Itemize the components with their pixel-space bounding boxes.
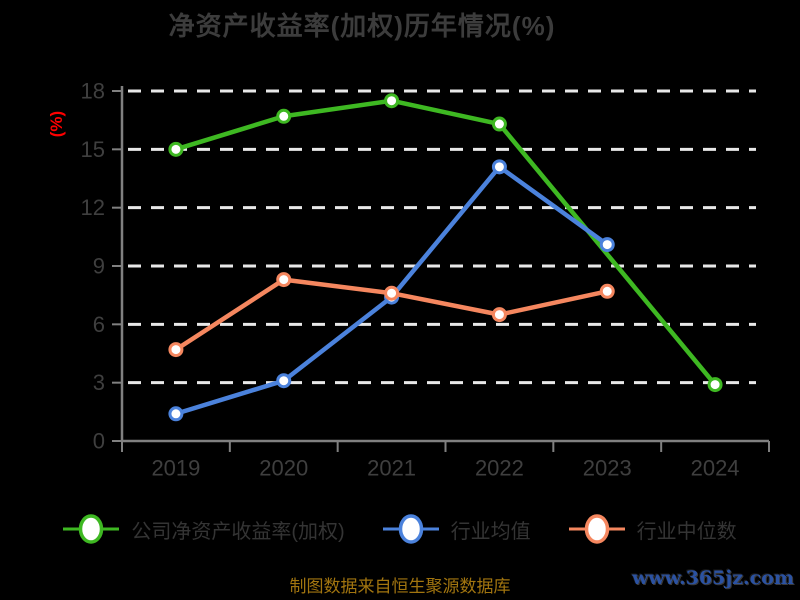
y-axis-unit-label: (%) [47, 110, 67, 138]
data-point-marker-company-roe [707, 377, 723, 393]
y-tick-label: 18 [81, 79, 105, 104]
y-tick-label: 6 [93, 312, 105, 337]
y-tick-label: 12 [81, 195, 105, 220]
x-tick-label: 2019 [151, 456, 200, 481]
data-point-marker-company-roe [384, 93, 400, 109]
legend-marker-icon [382, 514, 439, 544]
y-tick-label: 3 [93, 370, 105, 395]
y-tick-label: 0 [93, 429, 105, 454]
data-source-note: 制图数据来自恒生聚源数据库 [289, 577, 511, 596]
data-point-marker-industry-mean [491, 159, 507, 175]
x-tick-label: 2023 [583, 456, 632, 481]
legend-item-industry-mean[interactable]: 行业均值 [382, 512, 531, 546]
data-point-marker-industry-mean [599, 237, 615, 253]
y-tick-label: 15 [81, 137, 105, 162]
legend-label: 行业均值 [450, 520, 531, 543]
data-point-marker-company-roe [168, 141, 184, 157]
data-point-marker-industry-median [384, 285, 400, 301]
legend: 公司净资产收益率(加权) 行业均值 行业中位数 [0, 512, 800, 546]
chart-title: 净资产收益率(加权)历年情况(%) [168, 11, 556, 41]
data-point-marker-industry-mean [276, 373, 292, 389]
site-watermark[interactable]: www.365jz.com [631, 567, 794, 589]
data-point-marker-company-roe [491, 116, 507, 132]
legend-label: 行业中位数 [636, 520, 737, 543]
data-point-marker-industry-mean [168, 406, 184, 422]
data-point-marker-industry-median [168, 342, 184, 358]
data-point-marker-industry-median [599, 283, 615, 299]
legend-item-company-roe[interactable]: 公司净资产收益率(加权) [63, 512, 345, 546]
data-point-marker-company-roe [276, 108, 292, 124]
legend-marker-icon [568, 514, 625, 544]
y-tick-label: 9 [93, 254, 105, 279]
x-tick-label: 2020 [259, 456, 308, 481]
legend-item-industry-median[interactable]: 行业中位数 [568, 512, 737, 546]
x-tick-label: 2021 [367, 456, 416, 481]
x-tick-label: 2022 [475, 456, 524, 481]
legend-marker-icon [63, 514, 120, 544]
x-tick-label: 2024 [691, 456, 740, 481]
data-point-marker-industry-median [491, 307, 507, 323]
legend-label: 公司净资产收益率(加权) [131, 520, 345, 543]
data-point-marker-industry-median [276, 272, 292, 288]
series-line-company-roe [173, 98, 718, 387]
